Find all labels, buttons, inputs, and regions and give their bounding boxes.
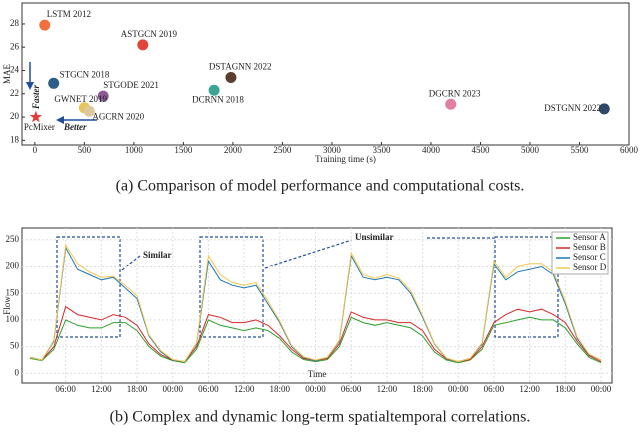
- caption: (b) Complex and dynamic long-term spatia…: [110, 409, 531, 426]
- x-tick-label: 00:00: [591, 384, 612, 394]
- y-axis-label: MAE: [2, 63, 12, 84]
- x-tick-label: 12:00: [91, 384, 112, 394]
- box: [199, 236, 264, 338]
- x-tick-label: 00:00: [305, 384, 326, 394]
- x-tick-label: 06:00: [484, 384, 505, 394]
- box: [56, 236, 121, 338]
- annotation: Better: [63, 122, 87, 132]
- point: [208, 84, 220, 96]
- point: [29, 110, 42, 123]
- y-tick-label: 50: [10, 341, 20, 351]
- annotation: Unsimilar: [355, 232, 394, 242]
- x-tick-label: 0: [33, 145, 38, 155]
- y-tick-label: 22: [10, 88, 19, 98]
- point: [137, 39, 149, 51]
- caption: (a) Comparison of model performance and …: [116, 178, 525, 195]
- point-label: ASTGCN 2019: [121, 29, 178, 39]
- legend-box: [551, 231, 609, 275]
- y-tick-label: 150: [6, 287, 20, 297]
- x-tick-label: 3000: [323, 145, 342, 155]
- x-tick-label: 5500: [570, 145, 589, 155]
- x-tick-label: 5000: [521, 145, 540, 155]
- y-tick-label: 18: [10, 134, 20, 144]
- legend-label: Sensor D: [573, 262, 607, 272]
- point: [83, 105, 95, 117]
- x-tick-label: 06:00: [341, 384, 362, 394]
- y-tick-label: 0: [15, 367, 20, 377]
- point: [97, 90, 109, 102]
- x-tick-label: 500: [78, 145, 92, 155]
- y-tick-label: 24: [10, 65, 20, 75]
- series-line: [29, 316, 602, 364]
- point: [598, 103, 610, 115]
- better-arrowhead: [56, 116, 64, 124]
- x-tick-label: 3500: [372, 145, 391, 155]
- point-label: AGCRN 2020: [92, 111, 144, 121]
- legend-label: Sensor C: [573, 252, 606, 262]
- y-tick-label: 200: [6, 261, 20, 271]
- point: [225, 71, 237, 83]
- x-tick-label: 00:00: [162, 384, 183, 394]
- point-label: PcMixer: [24, 122, 55, 132]
- point: [445, 98, 457, 110]
- x-axis-label: Time: [308, 369, 327, 379]
- x-tick-label: 00:00: [448, 384, 469, 394]
- x-tick-label: 12:00: [234, 384, 255, 394]
- x-tick-label: 1500: [174, 145, 193, 155]
- highlight-boxes: [56, 236, 559, 338]
- annotation: Similar: [143, 250, 172, 260]
- point-label: STGODE 2021: [103, 80, 159, 90]
- box: [494, 236, 559, 338]
- x-tick-label: 18:00: [127, 384, 148, 394]
- y-tick-label: 20: [10, 111, 20, 121]
- x-tick-label: 18:00: [412, 384, 433, 394]
- connector: [121, 237, 495, 271]
- faster-arrowhead: [26, 82, 34, 90]
- point-label: DSTGNN 2022: [544, 103, 601, 113]
- point-label: LSTM 2012: [47, 9, 91, 19]
- y-axis-label: Flow: [2, 296, 12, 315]
- plot-frame-a: [21, 2, 630, 146]
- x-tick-label: 1000: [125, 145, 144, 155]
- plot-frame-b: [21, 227, 613, 384]
- point: [39, 19, 51, 31]
- legend-label: Sensor A: [573, 232, 606, 242]
- x-tick-label: 12:00: [377, 384, 398, 394]
- point-label: DGCRN 2023: [429, 88, 481, 98]
- point-label: DCRNN 2018: [192, 94, 244, 104]
- x-tick-label: 6000: [620, 145, 639, 155]
- x-tick-label: 4000: [422, 145, 441, 155]
- y-tick-label: 100: [6, 314, 20, 324]
- y-tick-label: 26: [10, 41, 20, 51]
- x-tick-label: 18:00: [270, 384, 291, 394]
- x-tick-label: 2500: [273, 145, 292, 155]
- x-tick-label: 06:00: [198, 384, 219, 394]
- point: [48, 77, 60, 89]
- point-label: GWNET 2019: [54, 94, 107, 104]
- x-tick-label: 18:00: [555, 384, 576, 394]
- y-tick-label: 28: [10, 18, 20, 28]
- x-tick-label: 12:00: [519, 384, 540, 394]
- x-tick-label: 2000: [224, 145, 243, 155]
- y-tick-label: 250: [6, 234, 20, 244]
- x-axis-label: Training time (s): [315, 154, 376, 164]
- point-label: STGCN 2018: [60, 69, 110, 79]
- x-tick-label: 4500: [471, 145, 490, 155]
- legend-label: Sensor B: [573, 242, 606, 252]
- point-label: DSTAGNN 2022: [209, 62, 272, 72]
- annotation: Faster: [31, 85, 41, 111]
- series-line: [29, 243, 602, 363]
- x-tick-label: 06:00: [55, 384, 76, 394]
- series-line: [29, 246, 602, 363]
